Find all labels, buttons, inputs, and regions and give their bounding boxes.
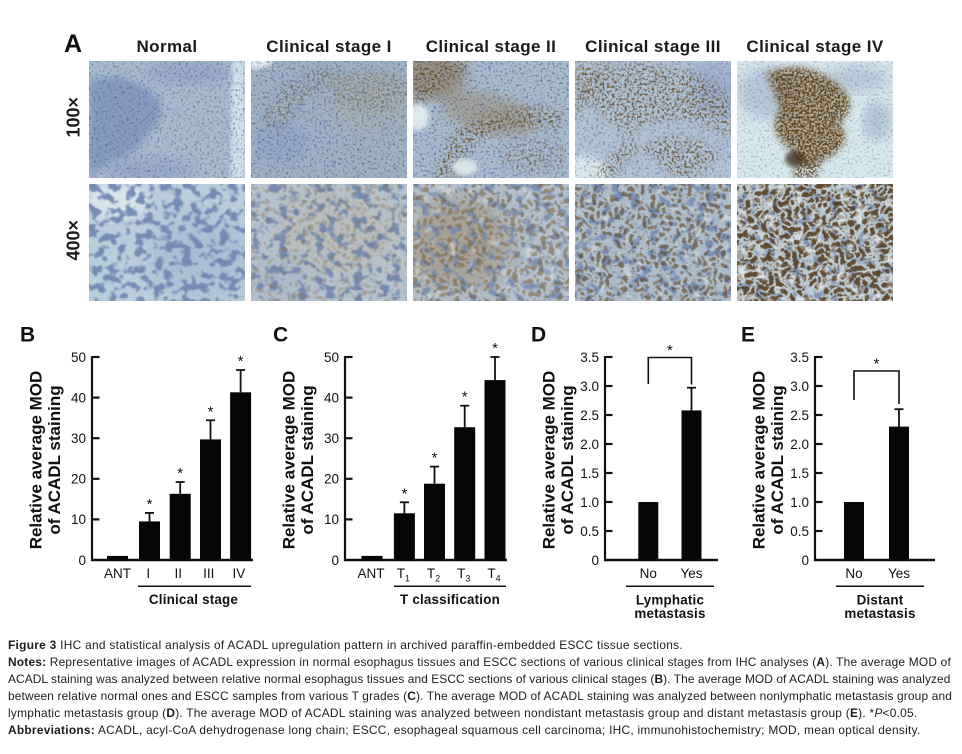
svg-text:I: I — [146, 566, 150, 581]
svg-text:B: B — [20, 324, 35, 347]
svg-text:of ACADL staining: of ACADL staining — [768, 385, 787, 534]
svg-text:50: 50 — [71, 350, 86, 365]
svg-text:3.0: 3.0 — [790, 379, 809, 394]
svg-text:0: 0 — [801, 553, 809, 568]
svg-text:No: No — [845, 566, 862, 581]
svg-text:Distant: Distant — [857, 593, 904, 608]
svg-text:II: II — [174, 566, 182, 581]
svg-text:*: * — [874, 356, 880, 373]
svg-text:2.0: 2.0 — [580, 437, 599, 452]
svg-text:50: 50 — [324, 350, 339, 365]
svg-text:0.5: 0.5 — [580, 524, 599, 539]
svg-text:*: * — [401, 485, 407, 502]
svg-text:0: 0 — [331, 553, 339, 568]
svg-text:*: * — [667, 342, 673, 359]
svg-text:1.0: 1.0 — [790, 495, 809, 510]
svg-text:C: C — [273, 324, 288, 347]
svg-text:Yes: Yes — [680, 566, 702, 581]
svg-text:*: * — [147, 496, 153, 513]
svg-text:T2: T2 — [427, 566, 440, 584]
svg-text:Yes: Yes — [888, 566, 910, 581]
svg-text:of ACADL staining: of ACADL staining — [298, 385, 317, 534]
svg-text:1.5: 1.5 — [790, 466, 809, 481]
svg-text:20: 20 — [71, 472, 86, 487]
svg-text:*: * — [492, 340, 498, 357]
svg-text:T3: T3 — [457, 566, 470, 584]
svg-text:D: D — [531, 324, 546, 347]
svg-text:No: No — [640, 566, 657, 581]
svg-text:*: * — [177, 465, 183, 482]
svg-text:T classification: T classification — [400, 592, 500, 607]
svg-text:III: III — [203, 566, 214, 581]
svg-text:40: 40 — [71, 390, 86, 405]
svg-text:1.5: 1.5 — [580, 466, 599, 481]
svg-text:Relative average MOD: Relative average MOD — [280, 371, 299, 550]
svg-text:3.5: 3.5 — [790, 350, 809, 365]
svg-text:3.5: 3.5 — [580, 350, 599, 365]
svg-text:2.0: 2.0 — [790, 437, 809, 452]
svg-text:metastasis: metastasis — [634, 606, 705, 621]
svg-text:ANT: ANT — [104, 566, 131, 581]
svg-text:10: 10 — [324, 512, 339, 527]
svg-text:2.5: 2.5 — [580, 408, 599, 423]
svg-text:*: * — [432, 450, 438, 467]
svg-text:ANT: ANT — [358, 566, 385, 581]
svg-text:of ACADL staining: of ACADL staining — [45, 385, 64, 534]
svg-text:40: 40 — [324, 390, 339, 405]
svg-text:0: 0 — [591, 553, 599, 568]
svg-text:0: 0 — [78, 553, 86, 568]
svg-text:*: * — [208, 403, 214, 420]
svg-text:1.0: 1.0 — [580, 495, 599, 510]
svg-text:of ACADL staining: of ACADL staining — [558, 385, 577, 534]
svg-text:IV: IV — [233, 566, 246, 581]
svg-text:T1: T1 — [397, 566, 410, 584]
svg-text:Lymphatic: Lymphatic — [636, 593, 705, 608]
svg-text:Clinical stage: Clinical stage — [149, 592, 238, 607]
svg-text:30: 30 — [71, 431, 86, 446]
svg-text:10: 10 — [71, 512, 86, 527]
svg-text:2.5: 2.5 — [790, 408, 809, 423]
svg-text:Relative average MOD: Relative average MOD — [27, 371, 46, 550]
svg-text:E: E — [741, 324, 755, 347]
svg-text:3.0: 3.0 — [580, 379, 599, 394]
svg-text:*: * — [238, 353, 244, 370]
svg-text:T4: T4 — [487, 566, 500, 584]
svg-text:20: 20 — [324, 472, 339, 487]
svg-text:0.5: 0.5 — [790, 524, 809, 539]
svg-text:Relative average MOD: Relative average MOD — [540, 371, 559, 550]
svg-text:Relative average MOD: Relative average MOD — [750, 371, 769, 550]
svg-text:*: * — [462, 389, 468, 406]
svg-text:30: 30 — [324, 431, 339, 446]
svg-text:metastasis: metastasis — [844, 606, 915, 621]
